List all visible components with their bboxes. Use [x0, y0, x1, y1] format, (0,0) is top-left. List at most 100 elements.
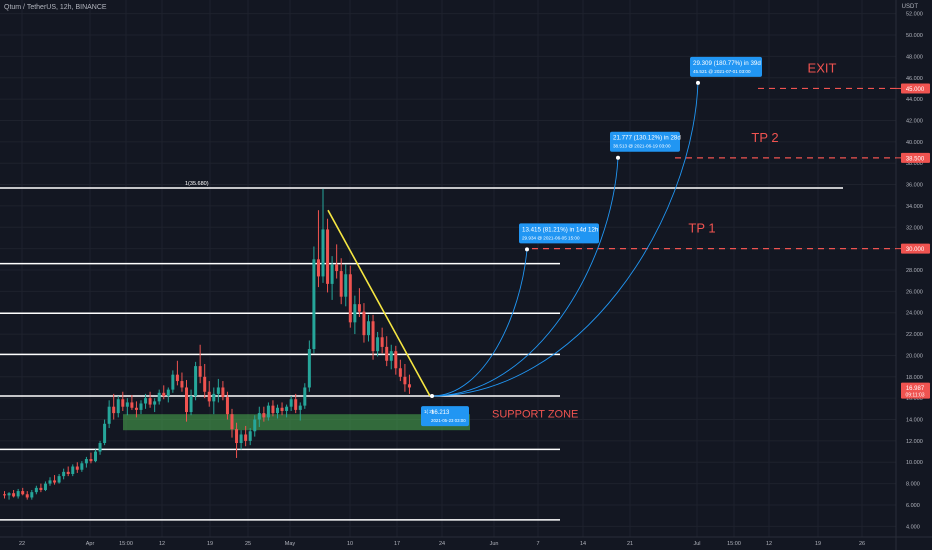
candle-body	[66, 471, 70, 474]
time-tick-label: 15:00	[119, 541, 133, 547]
projection-endpoint	[616, 155, 620, 160]
candle-body	[171, 374, 175, 390]
candle-body	[339, 271, 343, 297]
candle-body	[166, 389, 170, 397]
candle-body	[271, 405, 275, 414]
price-badge	[901, 152, 930, 163]
projection-callout-line1: 13.415 (81.21%) in 14d 12h	[522, 226, 599, 233]
price-tick-label: 40.000	[906, 140, 923, 146]
candle-body	[221, 387, 225, 398]
price-tick-label: 10.000	[906, 460, 923, 466]
candle-body	[225, 397, 229, 415]
candle-body	[348, 274, 352, 323]
price-badge	[901, 382, 930, 399]
price-tick-label: 28.000	[906, 268, 923, 274]
time-tick-label: 15:00	[727, 541, 741, 547]
entry-callout-line1: 16.213	[431, 410, 450, 416]
projection-callout	[690, 56, 762, 77]
price-badge	[901, 83, 930, 94]
price-badge-text: 16.987	[906, 386, 925, 392]
candle-body	[153, 401, 157, 405]
candle-body	[203, 376, 207, 392]
price-tick-label: 12.000	[906, 439, 923, 445]
price-tick-label: 16.000	[906, 396, 923, 402]
candle-body	[30, 492, 34, 498]
candle-body	[80, 463, 84, 470]
time-axis[interactable]: 22 Apr 15:00 12 19 25 May 10 17 24 Jun 7 14 21 Jul 15:0…	[19, 541, 865, 547]
candle-body	[298, 405, 302, 410]
candle-body	[385, 346, 389, 361]
candle-body	[134, 407, 138, 410]
candle-body	[230, 414, 234, 430]
candle-body	[280, 407, 284, 411]
support-zone-box	[123, 414, 470, 431]
price-badge-text: 45.000	[906, 87, 925, 93]
candle-body	[285, 406, 289, 411]
time-tick-label: 10	[347, 541, 353, 547]
candle-body	[376, 337, 380, 352]
time-tick-label: 19	[207, 541, 213, 547]
candle-body	[189, 396, 193, 413]
chart-title: Qtum / TetherUS, 12h, BINANCE	[4, 4, 107, 11]
candle-body	[16, 491, 20, 497]
entry-callout-line2: 2021-05-23 03:00	[431, 418, 466, 423]
candle-body	[62, 471, 66, 477]
candle-body	[207, 391, 211, 402]
candle-body	[57, 476, 61, 483]
candle-body	[394, 351, 398, 369]
time-tick-label: 14	[580, 541, 586, 547]
top-level-label: 1(35.680)	[185, 181, 209, 187]
candlestick-series	[3, 188, 411, 500]
target-label: TP 2	[751, 130, 778, 145]
candle-body	[276, 407, 279, 414]
candle-body	[344, 274, 348, 297]
entry-callout	[421, 406, 469, 427]
price-tick-label: 50.000	[906, 33, 923, 39]
candle-body	[75, 466, 79, 470]
price-tick-label: 24.000	[906, 311, 923, 317]
price-tick-label: 20.000	[906, 353, 923, 359]
drawing-overlays[interactable]: EXIT TP 2 TP 1 13.415 (81.21%) in 14d 12h 29…	[327, 56, 896, 427]
price-tick-label: 32.000	[906, 225, 923, 231]
time-tick-label: 12	[159, 541, 165, 547]
candle-body	[216, 387, 220, 394]
target-label: TP 1	[688, 221, 715, 236]
candle-body	[407, 384, 411, 388]
candle-body	[289, 399, 293, 407]
candle-body	[144, 398, 148, 404]
projection-path	[431, 249, 528, 397]
candle-body	[380, 337, 384, 347]
horizontal-levels[interactable]: 1(35.680)	[0, 181, 843, 521]
time-tick-label: Jul	[693, 541, 700, 547]
candle-body	[362, 311, 366, 336]
candle-body	[403, 376, 407, 385]
support-zone-label: SUPPORT ZONE	[492, 408, 578, 420]
candle-body	[262, 413, 266, 418]
candle-body	[94, 451, 97, 462]
time-tick-label: 22	[19, 541, 25, 547]
candle-body	[326, 229, 330, 284]
price-tick-label: 44.000	[906, 97, 923, 103]
candle-body	[53, 480, 57, 483]
projection-path	[431, 157, 619, 397]
candle-body	[389, 351, 393, 361]
projection-callout-line2: 45.521 @ 2021-07-01 03:00	[693, 69, 751, 74]
support-zone: SUPPORT ZONE	[123, 408, 578, 431]
time-tick-label: 24	[439, 541, 445, 547]
candle-body	[162, 392, 166, 397]
falling-trendline	[327, 209, 431, 397]
candle-body	[316, 259, 320, 277]
projection-callout	[519, 223, 599, 244]
price-tick-label: 48.000	[906, 54, 923, 60]
candle-body	[253, 419, 257, 432]
price-tick-label: 26.000	[906, 289, 923, 295]
candle-body	[84, 459, 88, 464]
price-badge	[901, 243, 930, 254]
price-axis[interactable]: 4.000 6.000 8.000 10.000 12.000 14.000 16.000 1…	[896, 12, 930, 531]
candle-body	[235, 429, 239, 444]
projection-origin	[430, 394, 434, 399]
candle-body	[107, 406, 111, 424]
candle-body	[266, 405, 270, 418]
